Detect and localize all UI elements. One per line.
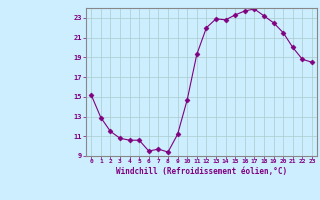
X-axis label: Windchill (Refroidissement éolien,°C): Windchill (Refroidissement éolien,°C) bbox=[116, 167, 287, 176]
